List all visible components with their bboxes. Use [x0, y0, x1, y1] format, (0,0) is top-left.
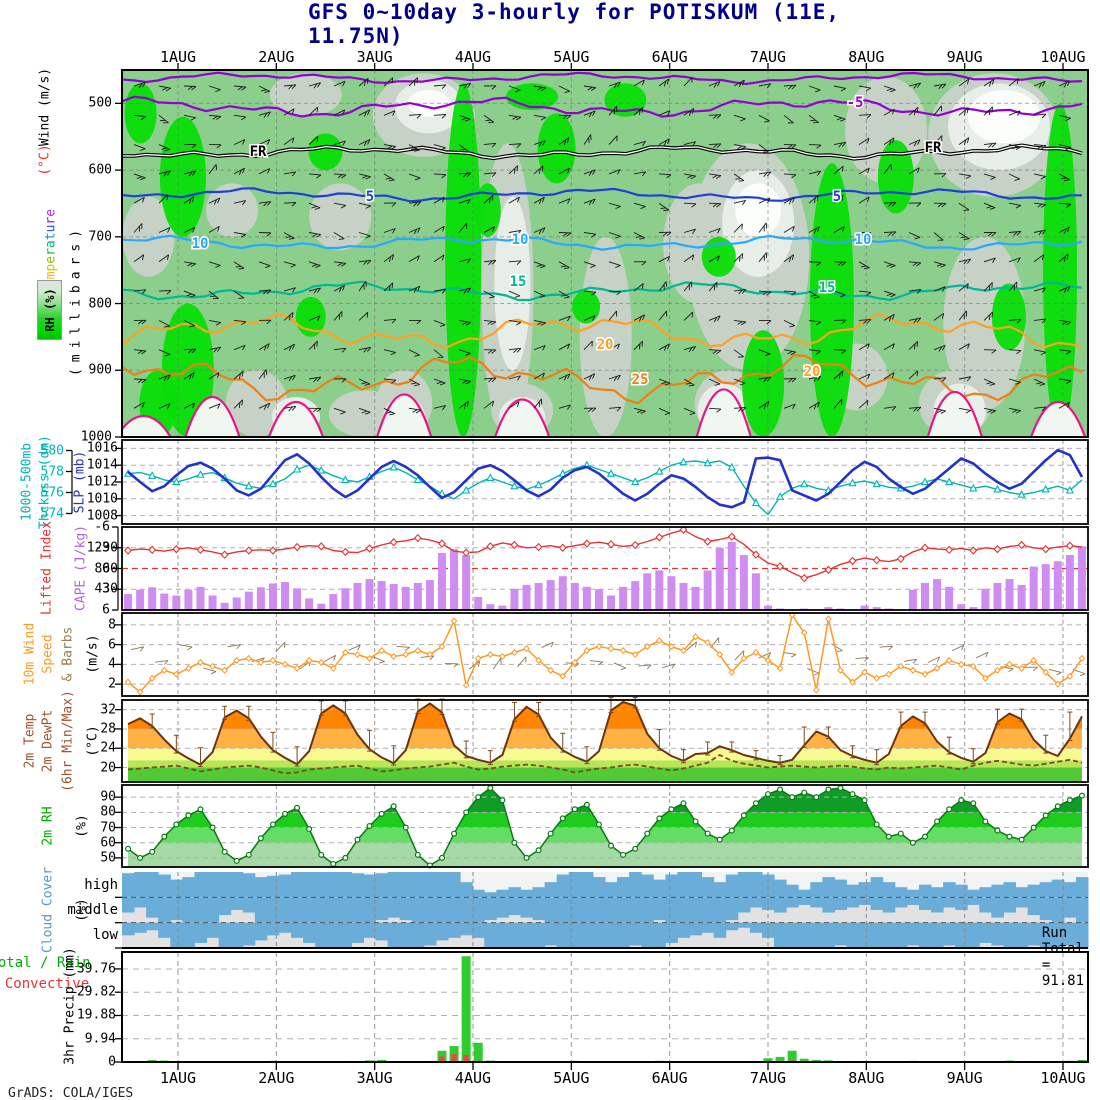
svg-text:20: 20 — [804, 364, 821, 380]
svg-text:15: 15 — [510, 274, 527, 290]
svg-text:5: 5 — [833, 189, 841, 205]
svg-text:10: 10 — [855, 232, 872, 248]
svg-text:15: 15 — [819, 280, 836, 296]
svg-text:10: 10 — [512, 232, 529, 248]
svg-text:20: 20 — [597, 337, 614, 353]
svg-text:FR: FR — [250, 144, 267, 160]
svg-text:10: 10 — [192, 236, 209, 252]
svg-text:FR: FR — [925, 140, 942, 156]
svg-text:25: 25 — [632, 372, 649, 388]
svg-text:-5: -5 — [847, 95, 864, 111]
svg-text:5: 5 — [366, 189, 374, 205]
